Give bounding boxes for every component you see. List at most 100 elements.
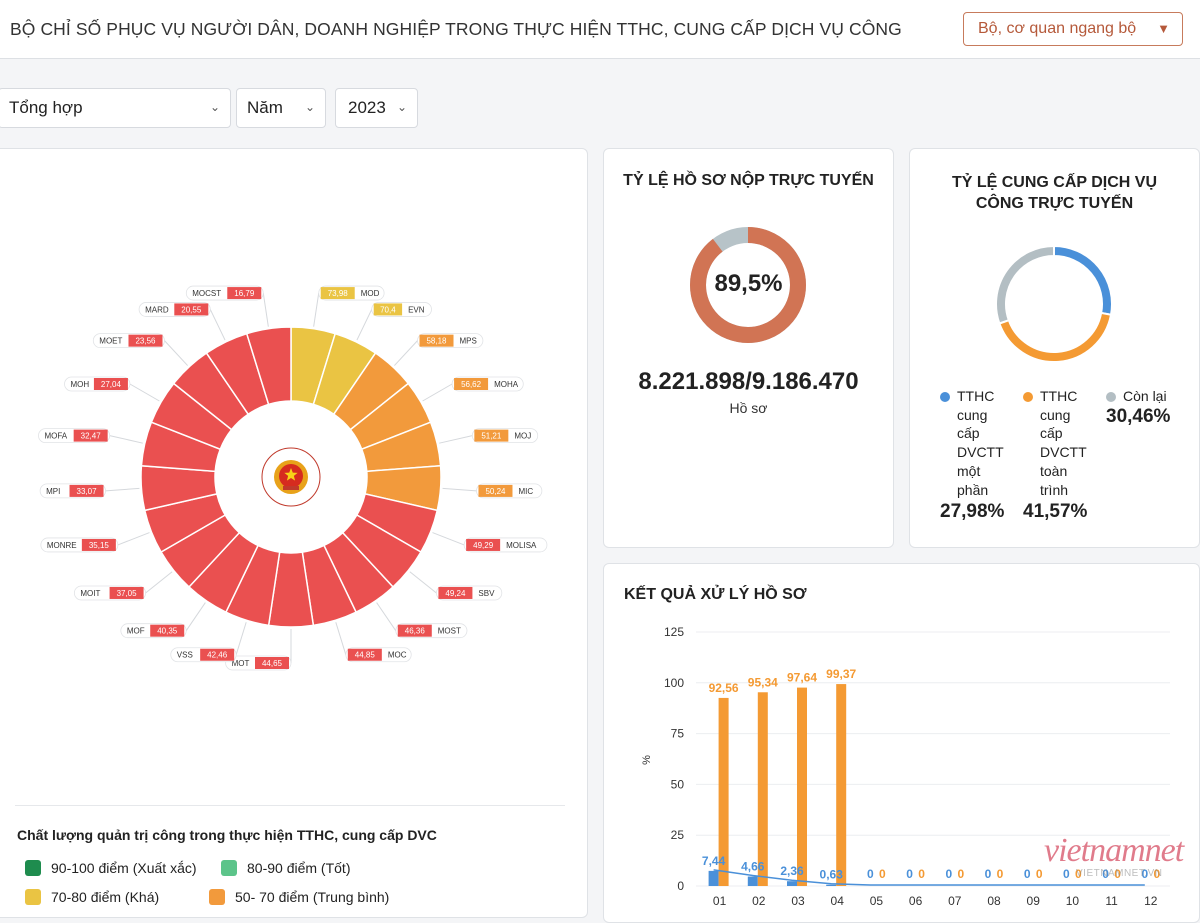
ring-label-mot: 44,65 MOT [225, 655, 292, 671]
bar-blue[interactable] [747, 876, 758, 886]
data-label-orange: 0 [1075, 867, 1082, 881]
label-code: MOT [232, 659, 250, 668]
label-value-badge [150, 624, 185, 637]
legend-label: 80-90 điểm (Tốt) [247, 860, 351, 876]
leader-line [235, 622, 247, 655]
leader-line [209, 309, 226, 341]
service-legend-full-name: TTHC cung cấp DVCTT toàn trình [1023, 387, 1103, 499]
online-filing-count: 8.221.898/9.186.470 [638, 368, 859, 395]
bar-orange[interactable] [797, 687, 807, 886]
divider [15, 805, 565, 806]
x-tick-label: 01 [713, 894, 727, 907]
bar-blue[interactable] [826, 884, 837, 886]
label-code: MONRE [47, 541, 77, 550]
legend-swatch [221, 860, 237, 876]
label-code: MPS [460, 337, 477, 346]
bar-orange[interactable] [718, 697, 729, 886]
x-tick-label: 10 [1066, 894, 1080, 907]
org-type-select[interactable]: Bộ, cơ quan ngang bộ ▼ [963, 12, 1183, 46]
year-select[interactable]: 2023 ⌄ [335, 88, 418, 128]
label-code: MOIT [80, 589, 100, 598]
data-label-blue: 2,36 [780, 864, 804, 878]
legend-name-line: DVCTT [957, 444, 1004, 461]
y-tick-label: 50 [671, 777, 685, 791]
bar-orange[interactable] [757, 692, 768, 886]
data-label-blue: 0,63 [820, 868, 844, 882]
ring-segment-mocst[interactable] [245, 326, 292, 406]
bar-orange[interactable] [836, 684, 847, 886]
label-code: MOD [361, 289, 380, 298]
label-value-badge [81, 538, 116, 551]
label-code: SBV [478, 589, 495, 598]
bar-blue[interactable] [787, 881, 797, 886]
x-tick-label: 02 [752, 894, 766, 907]
chevron-down-icon: ⌄ [304, 100, 315, 114]
data-label-blue: 0 [1102, 867, 1109, 881]
legend-name-line: phần [957, 481, 989, 498]
service-legend-rest: Còn lại 30,46% [1106, 387, 1198, 426]
label-value-badge [466, 538, 501, 551]
y-axis-label: % [641, 755, 653, 765]
ring-label-mocst: 16,79 MOCST [185, 285, 264, 301]
service-legend-partial-name: TTHC cung cấp DVCTT một phần [940, 387, 1020, 499]
service-donut-segment-0[interactable] [1053, 244, 1113, 316]
label-value-badge [109, 586, 144, 599]
online-service-title-line2: CÔNG TRỰC TUYẾN [975, 195, 1134, 212]
legend-name-line: Còn lại [1123, 388, 1167, 404]
bar-blue[interactable] [708, 870, 719, 886]
leader-line [313, 293, 320, 327]
leader-line [262, 293, 269, 327]
legend-item-good: 80-90 điểm (Tốt) [221, 860, 350, 876]
data-label-orange: 0 [997, 867, 1004, 881]
data-label-blue: 0 [945, 867, 952, 881]
year-value: 2023 [348, 98, 386, 117]
label-value-badge [478, 484, 513, 497]
label-value: 51,21 [481, 432, 502, 441]
label-code: EVN [408, 305, 425, 314]
data-label-orange: 92,56 [709, 681, 739, 695]
label-value-badge [227, 287, 262, 300]
processing-results-bar-chart: 0255075100125%017,4492,56024,6695,34032,… [641, 625, 1170, 907]
service-legend-partial: TTHC cung cấp DVCTT một phần 27,98% [940, 387, 1020, 522]
processing-results-title: KẾT QUẢ XỬ LÝ HỒ SƠ [624, 586, 807, 603]
label-value-badge [128, 334, 163, 347]
label-value: 32,47 [81, 432, 102, 441]
leader-line [439, 435, 473, 444]
processing-results-card: KẾT QUẢ XỬ LÝ HỒ SƠ 0 25 50 75 100 125% 01 7,44… [603, 563, 1200, 923]
period-value: Năm [247, 98, 283, 117]
leader-line [164, 340, 188, 366]
label-value: 42,46 [207, 651, 228, 660]
leader-line [105, 487, 140, 492]
x-tick-label: 03 [791, 894, 805, 907]
ring-label-mod: 73,98 MOD [318, 285, 385, 301]
ring-label-mpi: 33,07 MPI [39, 483, 106, 499]
label-value-badge [73, 429, 108, 442]
label-value-badge [474, 429, 509, 442]
ring-label-monre: 35,15 MONRE [40, 537, 119, 553]
report-type-select[interactable]: Tổng hợp ⌄ [0, 88, 231, 128]
national-emblem-icon [261, 447, 321, 507]
label-code: MOF [127, 627, 145, 636]
label-value: 35,15 [89, 541, 110, 550]
legend-name-line: cấp [957, 425, 980, 442]
label-value-badge [454, 378, 489, 390]
ring-label-mof: 40,35 MOF [120, 623, 187, 639]
ring-label-moh: 27,04 MOH [64, 376, 131, 392]
service-donut-segment-2[interactable] [995, 244, 1055, 325]
ring-label-mard: 20,55 MARD [138, 302, 211, 317]
emblem-ribbon [283, 486, 299, 490]
online-service-title: TỶ LỆ CUNG CẤP DỊCH VỤ CÔNG TRỰC TUYẾN [910, 172, 1199, 214]
label-value: 44,85 [355, 651, 376, 660]
ring-label-mofa: 32,47 MOFA [38, 428, 111, 444]
leader-line [409, 571, 437, 594]
x-tick-label: 04 [831, 894, 845, 907]
label-value: 40,35 [157, 627, 178, 636]
label-code: MOCST [192, 289, 221, 298]
data-label-blue: 0 [1141, 867, 1148, 881]
ministry-ranking-card: 73,98 MOD 70,4 EVN 58,18 MPS 56,62 MOHA 51,21 MOJ… [0, 148, 588, 918]
ring-label-molisa: 49,29 MOLISA [463, 537, 548, 553]
service-donut-segment-1[interactable] [998, 311, 1113, 363]
period-select[interactable]: Năm ⌄ [236, 88, 326, 128]
legend-name-line: cung [1040, 406, 1071, 423]
x-tick-label: 09 [1027, 894, 1041, 907]
